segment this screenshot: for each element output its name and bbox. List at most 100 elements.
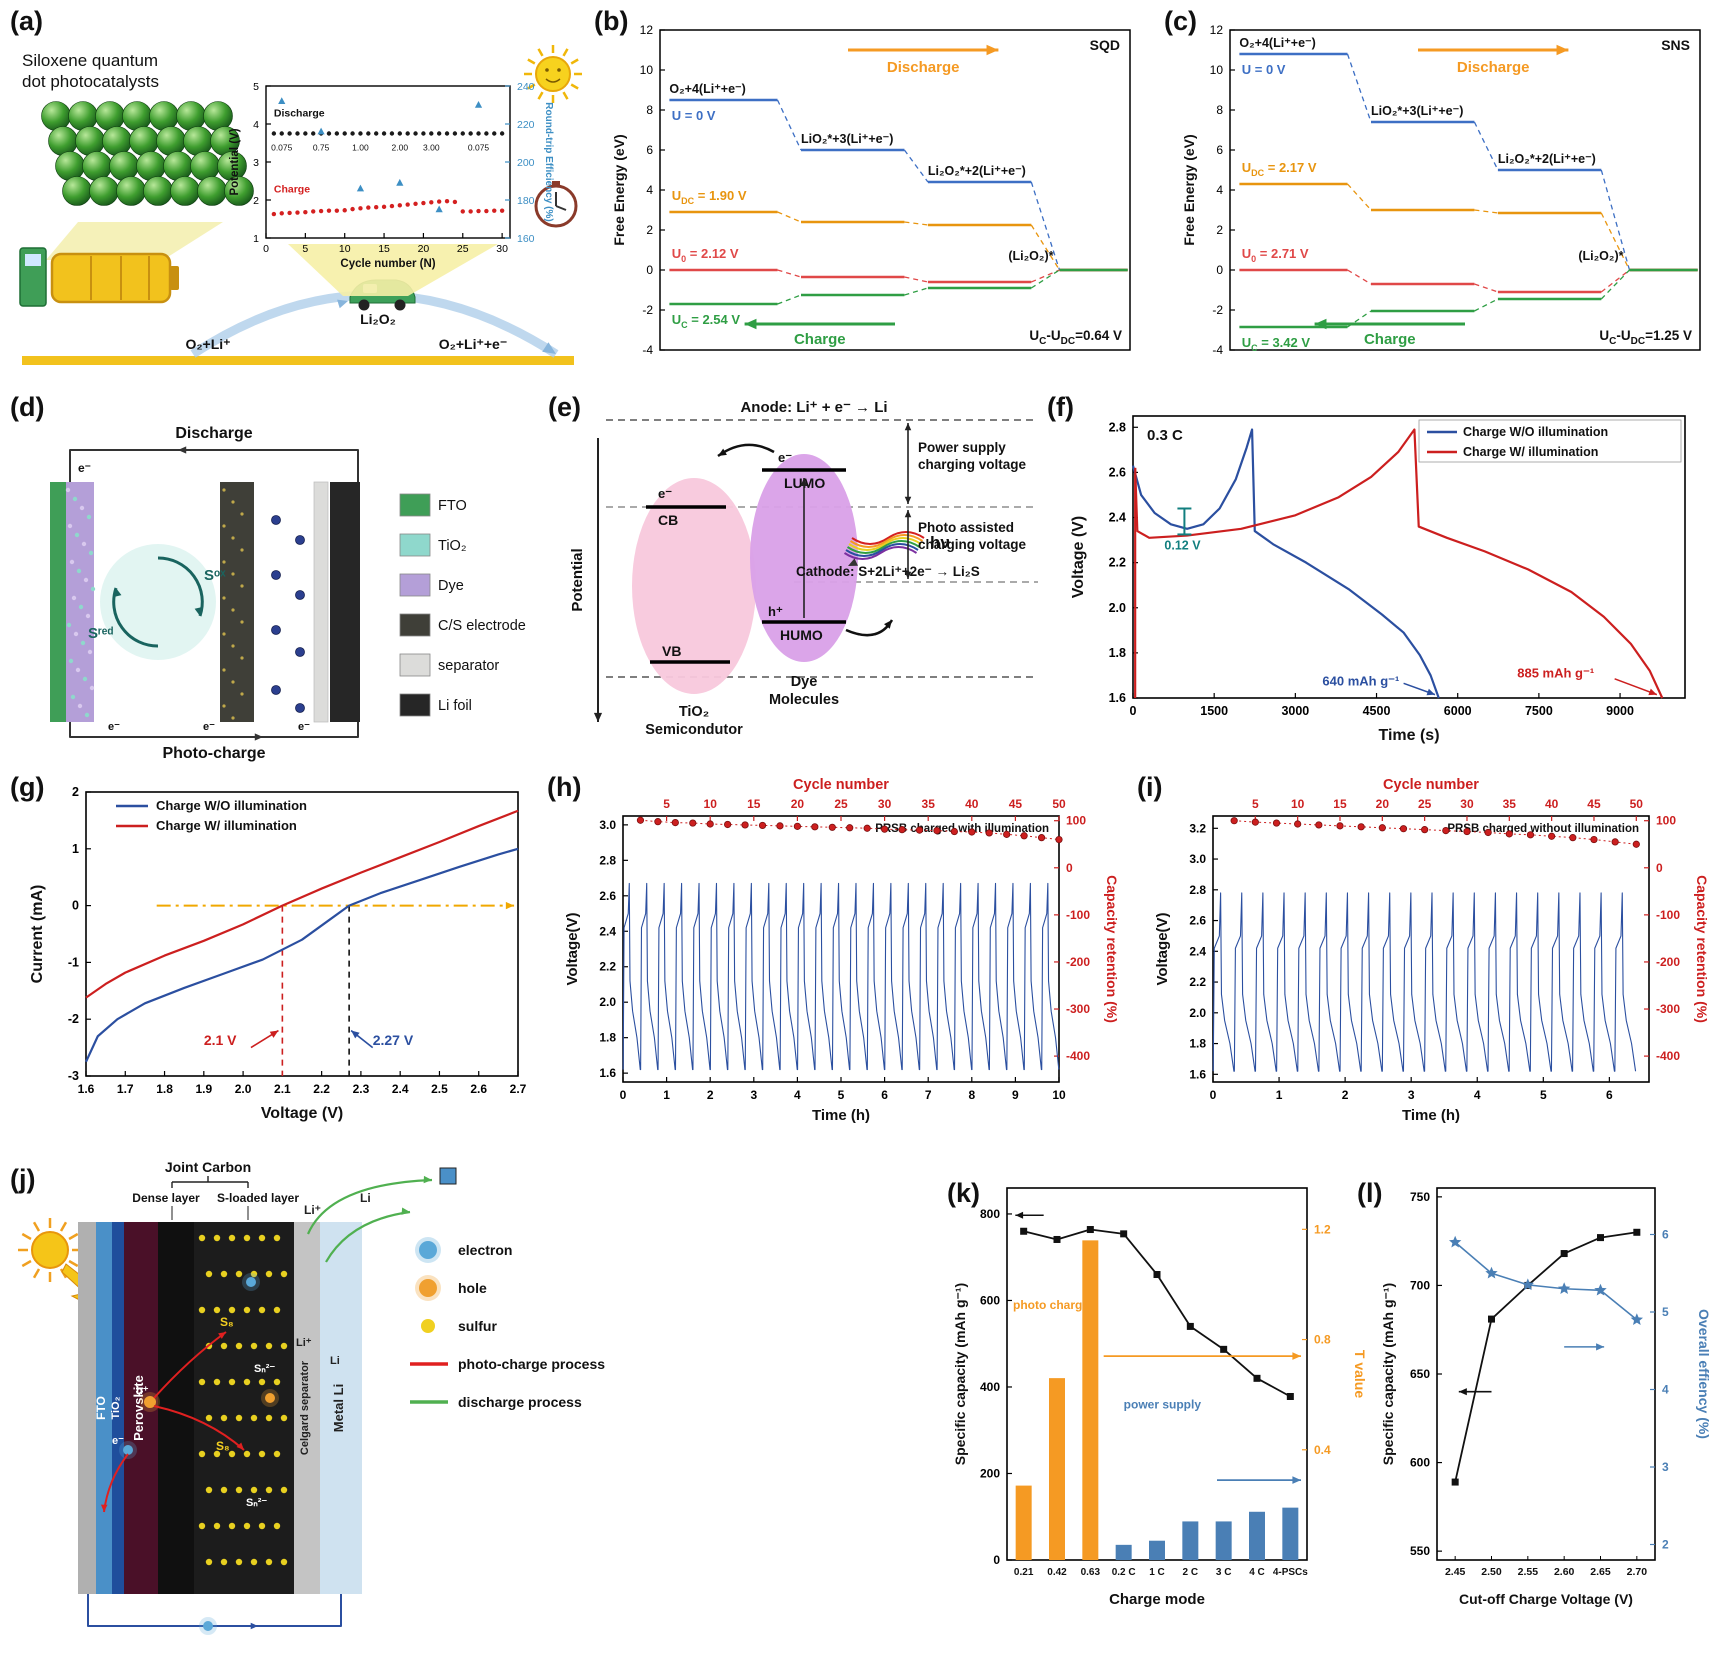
svg-text:2.4: 2.4 (1189, 944, 1206, 958)
svg-text:7: 7 (925, 1088, 932, 1102)
panel-l-chart: 2.45 2.50 2.55 2.60 2.65 2.70 550 600 650 700 750 2… (1380, 1187, 1712, 1607)
svg-text:0: 0 (72, 899, 79, 913)
svg-text:20: 20 (791, 797, 805, 811)
svg-text:6: 6 (1216, 143, 1223, 157)
fto-layer (96, 1222, 112, 1594)
svg-text:5: 5 (663, 797, 670, 811)
category-label: 0.21 (1014, 1567, 1034, 1578)
quantum-dot-sphere (224, 176, 254, 206)
svg-text:30: 30 (1460, 797, 1474, 811)
panel-label-g: (g) (10, 772, 45, 802)
step-label: Li₂O₂*+2(Li⁺+e⁻) (1498, 152, 1596, 166)
svg-text:5: 5 (302, 243, 308, 255)
svg-text:600: 600 (1410, 1456, 1430, 1470)
power-supply-label: power supply (1124, 1397, 1202, 1411)
svg-text:12: 12 (640, 23, 654, 37)
panel-a: (a) Siloxene quantum dot photocatalysts … (8, 4, 586, 386)
rate-label: 0.075 (468, 143, 490, 153)
panel-label-b: (b) (594, 6, 629, 36)
svg-text:25: 25 (834, 797, 848, 811)
rate-label: 1.00 (352, 143, 369, 153)
svg-text:2.5: 2.5 (431, 1082, 448, 1096)
panel-d: (d) Discharge e⁻ Photo-charge Sᵒˣ Sʳᵉᵈ e⁻ e⁻ e⁻… (8, 390, 542, 764)
y-axis-label: Current (mA) (29, 885, 46, 984)
svg-text:3: 3 (1662, 1460, 1669, 1474)
panel-label-f: (f) (1047, 392, 1074, 422)
panel-c-chart: -4 -2 0 2 4 6 8 10 12 Free Energy (eV) U = 0 V UDC … (1181, 23, 1701, 357)
hole-label: h⁺ (768, 604, 783, 619)
reaction-left-label: O₂+Li⁺ (185, 336, 230, 352)
rate-label: 3.00 (423, 143, 440, 153)
panel-g: (g) 1.6 1.7 1.8 1.9 2.0 2.1 2.2 2.3 2.4 2.5 2.6 2.7… (8, 770, 542, 1146)
dye-tio2-layer (66, 482, 94, 722)
charge-arrow-label: Charge (794, 331, 846, 348)
battery-icon (50, 252, 172, 304)
inset-x-axis-label: Cycle number (N) (340, 258, 435, 270)
x-tick-label: 2.45 (1445, 1566, 1466, 1578)
bar (1249, 1511, 1265, 1560)
svg-text:1: 1 (72, 842, 79, 856)
y-axis-label: Free Energy (eV) (611, 134, 627, 245)
panel-c: (c) -4 -2 0 2 4 6 8 10 12 Free Energy (eV) U = 0 V… (1162, 4, 1722, 386)
x-axis-label: Time (h) (1402, 1107, 1460, 1124)
polysulfide-dot (295, 703, 305, 713)
quantum-dot-sphere (183, 126, 213, 156)
svg-text:25: 25 (457, 243, 469, 255)
polysulfide-dot (295, 647, 305, 657)
panel-a-title-line2: dot photocatalysts (22, 72, 160, 92)
svg-text:2.4: 2.4 (392, 1082, 409, 1096)
celgard-separator-layer (294, 1222, 320, 1594)
svg-text:2.8: 2.8 (1189, 883, 1206, 897)
svg-text:4: 4 (1474, 1088, 1481, 1102)
svg-text:10: 10 (339, 243, 351, 255)
discharge-label: Discharge (175, 425, 252, 442)
x-tick-label: 2.60 (1554, 1566, 1575, 1578)
svg-text:1.9: 1.9 (195, 1082, 212, 1096)
polysulfide-dot (271, 570, 281, 580)
legend-w-illumination: Charge W/ illumination (1463, 445, 1598, 459)
cb-label: CB (658, 512, 678, 528)
svg-text:1: 1 (1276, 1088, 1283, 1102)
potential-line-label: U = 0 V (672, 108, 716, 123)
layer-label: Celgard separator (299, 1360, 311, 1455)
cathode-reaction-label: Cathode: S+2Li⁺+2e⁻ → Li₂S (796, 564, 980, 579)
svg-text:3.2: 3.2 (1189, 821, 1206, 835)
svg-text:6000: 6000 (1444, 704, 1472, 718)
overpotential-gap-label: UC-UDC=0.64 V (1029, 328, 1122, 347)
rainbow-photon (851, 531, 925, 545)
svg-text:2.6: 2.6 (599, 889, 616, 903)
legend-label: TiO₂ (438, 538, 466, 554)
quantum-dot-sphere (176, 101, 206, 131)
legend-label: FTO (438, 498, 467, 514)
svg-text:20: 20 (418, 243, 430, 255)
sun-icon (31, 1231, 69, 1269)
bar (1182, 1521, 1199, 1560)
panel-label-j: (j) (10, 1164, 36, 1194)
rate-label: 2.00 (392, 143, 409, 153)
humo-label: HUMO (780, 627, 823, 643)
svg-text:10: 10 (704, 797, 718, 811)
substrate-layer (78, 1222, 96, 1594)
svg-text:0: 0 (1210, 1088, 1217, 1102)
quantum-dot-sphere (136, 151, 166, 181)
svg-text:6: 6 (881, 1088, 888, 1102)
panel-j: (j) FTO TiO₂ Perovskite Celgard separator Me… (8, 1150, 606, 1665)
discharge-arrow-label: Discharge (887, 59, 960, 76)
svg-text:-200: -200 (1066, 955, 1090, 969)
panel-i-chart: 0 1 2 3 4 5 61.61.82.02.22.42.62.83.03.25 10 15 2… (1154, 777, 1710, 1124)
panel-f-chart: 0 1500 3000 4500 6000 7500 9000 1.6 1.8 2.0 2.2 2.4… (1070, 415, 1686, 744)
quantum-dot-sphere (143, 176, 173, 206)
legend-w-illumination: Charge W/ illumination (156, 818, 297, 833)
svg-text:2.3: 2.3 (353, 1082, 370, 1096)
bar (1215, 1521, 1232, 1560)
potential-axis-label: Potential (569, 548, 586, 611)
tio2-layer (112, 1222, 124, 1594)
svg-text:-4: -4 (642, 343, 653, 357)
svg-text:180: 180 (517, 195, 535, 207)
s8-label: S₈ (216, 1439, 230, 1453)
quantum-dot-sphere (122, 101, 152, 131)
svg-text:40: 40 (965, 797, 979, 811)
capacity-885-annotation: 885 mAh g⁻¹ (1517, 666, 1594, 681)
ground-bar (22, 356, 574, 365)
